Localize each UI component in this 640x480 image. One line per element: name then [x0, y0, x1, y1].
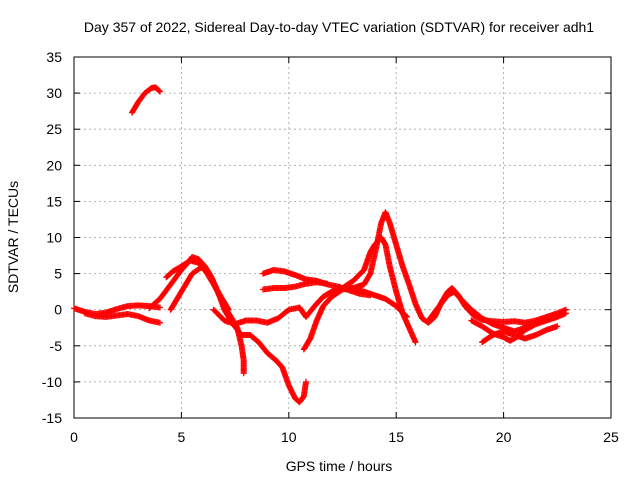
x-tick-label: 10 [281, 429, 297, 445]
data-point [367, 292, 374, 299]
chart-title: Day 357 of 2022, Sidereal Day-to-day VTE… [84, 19, 594, 35]
x-tick-label: 15 [388, 429, 404, 445]
y-tick-label: 5 [54, 266, 62, 282]
y-tick-label: 10 [46, 230, 62, 246]
data-point [562, 310, 569, 317]
data-point [302, 378, 309, 385]
data-marks [71, 84, 569, 406]
x-tick-label: 25 [603, 429, 619, 445]
y-tick-label: 15 [46, 193, 62, 209]
x-tick-label: 5 [178, 429, 186, 445]
axis-ticks: 0 5 10 15 20 25 -15 -10 -5 0 5 10 15 20 25 30 35 [42, 49, 619, 445]
y-tick-label: 20 [46, 157, 62, 173]
y-tick-label: 30 [46, 85, 62, 101]
y-tick-label: -5 [50, 338, 63, 354]
y-tick-label: -10 [42, 374, 62, 390]
x-axis-label: GPS time / hours [286, 458, 393, 474]
data-point [225, 306, 232, 313]
data-point [554, 323, 561, 330]
y-tick-label: -15 [42, 410, 62, 426]
x-tick-label: 20 [496, 429, 512, 445]
y-axis-label: SDTVAR / TECUs [5, 181, 21, 293]
data-point [156, 87, 163, 94]
y-tick-label: 0 [54, 302, 62, 318]
data-point [224, 305, 231, 312]
y-tick-label: 35 [46, 49, 62, 65]
data-point [156, 88, 163, 95]
data-point [156, 304, 163, 311]
data-point [240, 370, 247, 377]
data-point [324, 280, 331, 287]
data-point [156, 319, 163, 326]
x-tick-label: 0 [70, 429, 78, 445]
data-point [412, 339, 419, 346]
y-tick-label: 25 [46, 121, 62, 137]
data-point [543, 315, 550, 322]
